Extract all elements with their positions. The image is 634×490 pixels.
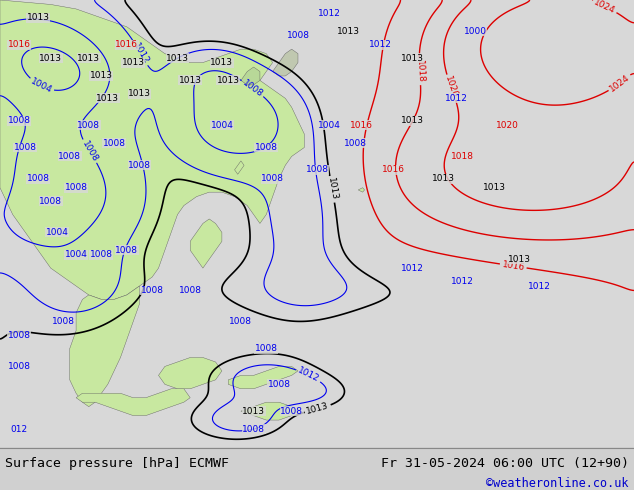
Polygon shape bbox=[241, 402, 298, 420]
Text: 1000: 1000 bbox=[464, 27, 487, 36]
Polygon shape bbox=[0, 447, 634, 490]
Text: 1008: 1008 bbox=[27, 174, 49, 183]
Text: 1008: 1008 bbox=[8, 362, 30, 371]
Text: 1013: 1013 bbox=[508, 255, 531, 264]
Text: 1008: 1008 bbox=[230, 317, 252, 326]
Text: 1013: 1013 bbox=[432, 174, 455, 183]
Text: 1013: 1013 bbox=[166, 53, 189, 63]
Text: 1016: 1016 bbox=[501, 260, 526, 272]
Text: 1013: 1013 bbox=[77, 53, 100, 63]
Text: 1008: 1008 bbox=[241, 78, 264, 98]
Text: 1008: 1008 bbox=[306, 165, 328, 174]
Text: 1013: 1013 bbox=[128, 89, 151, 98]
Text: 1008: 1008 bbox=[90, 250, 113, 259]
Text: 1012: 1012 bbox=[527, 281, 550, 291]
Text: 1008: 1008 bbox=[39, 196, 62, 206]
Text: 1016: 1016 bbox=[350, 121, 373, 130]
Polygon shape bbox=[235, 161, 244, 174]
Polygon shape bbox=[0, 0, 304, 299]
Text: 1018: 1018 bbox=[415, 60, 425, 83]
Text: 012: 012 bbox=[10, 424, 28, 434]
Polygon shape bbox=[273, 49, 298, 76]
Text: 1013: 1013 bbox=[210, 58, 233, 67]
Text: 1008: 1008 bbox=[80, 139, 100, 163]
Text: 1013: 1013 bbox=[483, 183, 506, 192]
Text: 1013: 1013 bbox=[179, 76, 202, 85]
Text: ©weatheronline.co.uk: ©weatheronline.co.uk bbox=[486, 477, 629, 490]
Text: 1012: 1012 bbox=[296, 366, 321, 384]
Polygon shape bbox=[228, 367, 298, 389]
Text: 1008: 1008 bbox=[179, 286, 202, 295]
Text: 1016: 1016 bbox=[8, 40, 30, 49]
Polygon shape bbox=[358, 188, 365, 192]
Text: 1008: 1008 bbox=[255, 344, 278, 353]
Text: 1013: 1013 bbox=[96, 94, 119, 103]
Text: Fr 31-05-2024 06:00 UTC (12+90): Fr 31-05-2024 06:00 UTC (12+90) bbox=[381, 457, 629, 470]
Text: 1004: 1004 bbox=[318, 121, 341, 130]
Text: 1013: 1013 bbox=[401, 53, 424, 63]
Text: 1016: 1016 bbox=[382, 165, 404, 174]
Text: 1004: 1004 bbox=[65, 250, 87, 259]
Text: 1012: 1012 bbox=[369, 40, 392, 49]
Text: 1008: 1008 bbox=[52, 317, 75, 326]
Polygon shape bbox=[76, 389, 190, 416]
Text: 1013: 1013 bbox=[217, 76, 240, 85]
Polygon shape bbox=[0, 0, 634, 447]
Text: 1008: 1008 bbox=[103, 139, 126, 147]
Text: 1004: 1004 bbox=[46, 228, 68, 237]
Text: 1008: 1008 bbox=[65, 183, 87, 192]
Text: 1012: 1012 bbox=[131, 42, 150, 66]
Text: 1013: 1013 bbox=[337, 27, 360, 36]
Text: 1013: 1013 bbox=[27, 13, 49, 23]
Text: 1020: 1020 bbox=[496, 121, 519, 130]
Polygon shape bbox=[241, 67, 260, 85]
Text: 1018: 1018 bbox=[451, 152, 474, 161]
Text: 1013: 1013 bbox=[306, 401, 330, 416]
Text: 1008: 1008 bbox=[115, 246, 138, 255]
Text: 1013: 1013 bbox=[122, 58, 145, 67]
Text: 1016: 1016 bbox=[115, 40, 138, 49]
Text: Surface pressure [hPa] ECMWF: Surface pressure [hPa] ECMWF bbox=[5, 457, 229, 470]
Text: 1020: 1020 bbox=[443, 75, 459, 99]
Text: 1008: 1008 bbox=[268, 380, 290, 389]
Text: 1008: 1008 bbox=[255, 143, 278, 152]
Text: 1013: 1013 bbox=[90, 72, 113, 80]
Text: 1008: 1008 bbox=[8, 331, 30, 340]
Text: 1008: 1008 bbox=[128, 161, 151, 170]
Text: 1012: 1012 bbox=[318, 9, 341, 18]
Text: 1012: 1012 bbox=[451, 277, 474, 286]
Text: 1008: 1008 bbox=[287, 31, 309, 40]
Text: 1008: 1008 bbox=[58, 152, 81, 161]
Text: 1008: 1008 bbox=[8, 116, 30, 125]
Text: 1024: 1024 bbox=[608, 73, 631, 94]
Text: 1008: 1008 bbox=[141, 286, 164, 295]
Text: 1012: 1012 bbox=[401, 264, 424, 272]
Text: 1013: 1013 bbox=[401, 116, 424, 125]
Text: 1008: 1008 bbox=[77, 121, 100, 130]
Text: 1013: 1013 bbox=[39, 53, 62, 63]
Text: 1004: 1004 bbox=[29, 77, 53, 95]
Text: 1008: 1008 bbox=[14, 143, 37, 152]
Text: 1008: 1008 bbox=[242, 424, 265, 434]
Text: 1008: 1008 bbox=[280, 407, 303, 416]
Text: 1008: 1008 bbox=[344, 139, 366, 147]
Text: 1012: 1012 bbox=[445, 94, 468, 103]
Polygon shape bbox=[70, 286, 139, 407]
Text: 1008: 1008 bbox=[261, 174, 284, 183]
Text: 1004: 1004 bbox=[210, 121, 233, 130]
Text: 1013: 1013 bbox=[326, 177, 339, 201]
Text: 1013: 1013 bbox=[242, 407, 265, 416]
Text: 1024: 1024 bbox=[592, 0, 617, 16]
Polygon shape bbox=[158, 358, 222, 389]
Polygon shape bbox=[190, 219, 222, 268]
